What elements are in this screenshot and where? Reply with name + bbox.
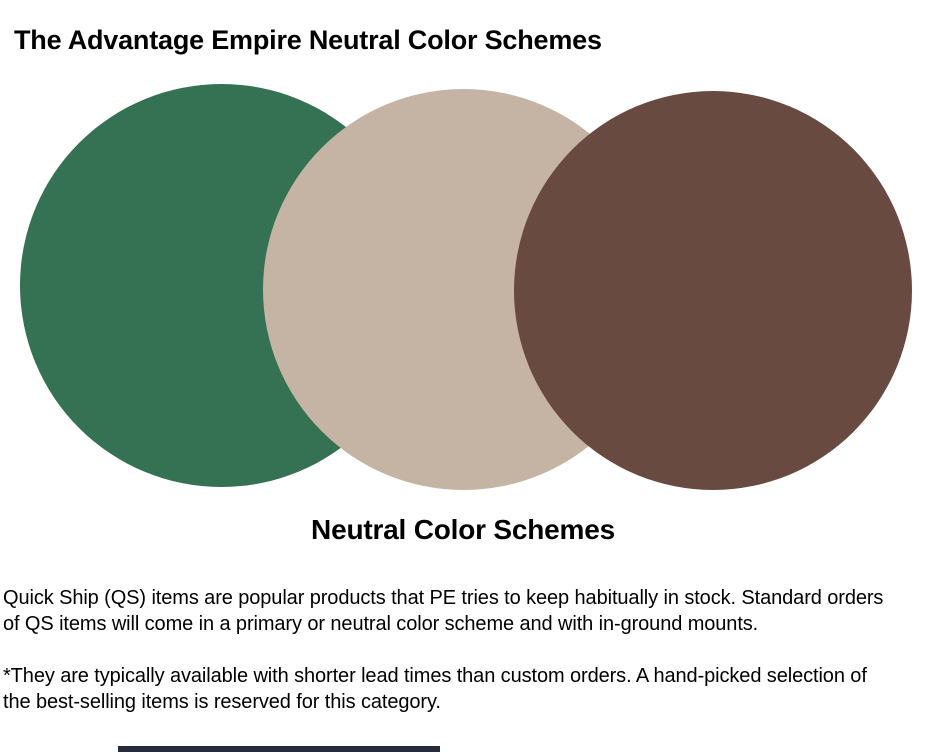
page-title-brand: The Advantage Empire [14, 25, 309, 55]
body-text-block: Quick Ship (QS) items are popular produc… [3, 585, 891, 715]
paragraph-quick-ship: Quick Ship (QS) items are popular produc… [3, 587, 884, 635]
paragraph-lead-times-footnote: *They are typically available with short… [3, 665, 867, 713]
next-section-partial-bar [118, 746, 440, 752]
brown-color-swatch-circle [514, 91, 912, 490]
page-title-section: Neutral Color Schemes [308, 25, 602, 55]
page-title: The Advantage Empire Neutral Color Schem… [14, 24, 602, 56]
figure-caption: Neutral Color Schemes [311, 514, 615, 545]
